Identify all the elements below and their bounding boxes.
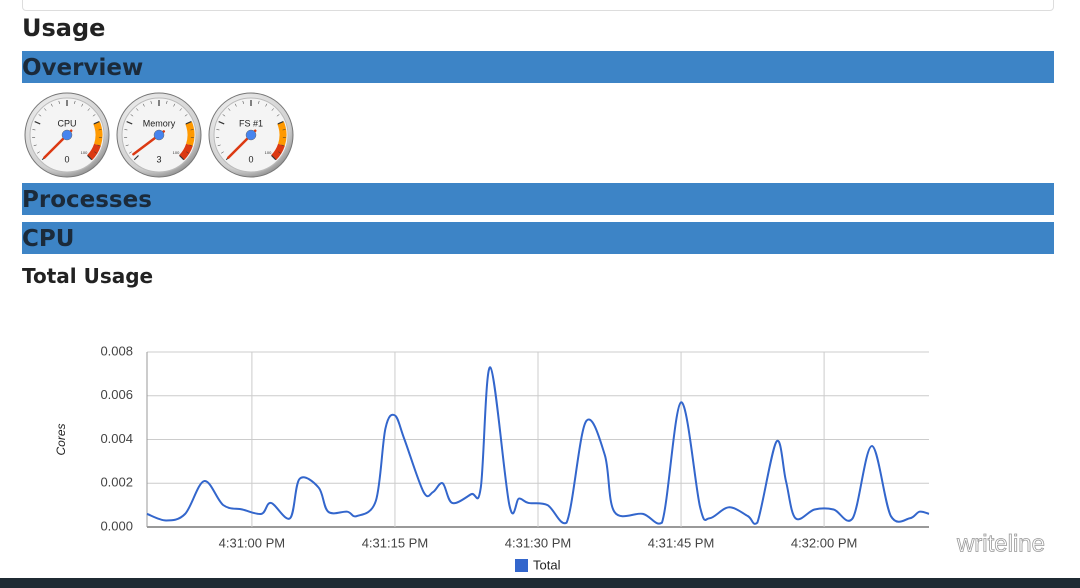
gauge-label: Memory bbox=[143, 118, 176, 128]
gauge-scale bbox=[179, 108, 182, 111]
gauge-scale bbox=[142, 103, 145, 107]
gauge-scale bbox=[136, 108, 139, 111]
gauge-value: 0 bbox=[248, 154, 253, 164]
series-line bbox=[146, 366, 930, 525]
gauge-scale bbox=[258, 100, 260, 104]
subtitle: Total Usage bbox=[22, 264, 154, 288]
gauge-value: 0 bbox=[64, 154, 69, 164]
gauge-range bbox=[277, 121, 287, 146]
gauge-label: CPU bbox=[57, 118, 76, 128]
gauge-scale bbox=[130, 114, 134, 117]
gauge-scale bbox=[234, 103, 237, 107]
gauge-scale bbox=[37, 151, 40, 154]
y-tick-label: 0.004 bbox=[100, 431, 133, 446]
gauge-scale bbox=[222, 114, 226, 117]
x-tick-label: 4:31:30 PM bbox=[505, 535, 572, 550]
gauge-scale bbox=[92, 114, 96, 117]
gauge-max: 100 bbox=[81, 150, 88, 155]
gauge-scale bbox=[221, 151, 224, 154]
gauge-scale bbox=[186, 151, 189, 154]
gauge-scale bbox=[242, 100, 244, 104]
gauge-scale bbox=[44, 108, 47, 111]
gauge-scale bbox=[271, 108, 274, 111]
x-tick-label: 4:32:00 PM bbox=[791, 535, 858, 550]
section-bar[interactable]: Processes bbox=[22, 183, 1054, 215]
section-bar[interactable]: CPU bbox=[22, 222, 1054, 254]
gauge-scale bbox=[58, 100, 60, 104]
gauge-max: 100 bbox=[265, 150, 272, 155]
gauge-scale bbox=[185, 121, 192, 125]
gauge-hub bbox=[61, 129, 73, 141]
y-tick-label: 0.008 bbox=[100, 343, 133, 358]
gauge-scale bbox=[189, 144, 193, 147]
gauge-scale bbox=[94, 151, 97, 154]
gauge-scale bbox=[150, 100, 152, 104]
gauge-scale bbox=[74, 100, 76, 104]
gauge-scale bbox=[278, 151, 281, 154]
gauge-scale bbox=[179, 155, 185, 161]
gauge-hub bbox=[245, 129, 257, 141]
page-title: Usage bbox=[22, 14, 106, 42]
gauge-scale bbox=[38, 114, 42, 117]
y-tick-label: 0.000 bbox=[100, 518, 133, 533]
gauge-max: 100 bbox=[173, 150, 180, 155]
gauge-scale bbox=[33, 144, 37, 147]
gauge-scale bbox=[265, 103, 268, 107]
gauge-scale bbox=[97, 144, 101, 147]
gauge-scale bbox=[277, 121, 284, 125]
gauge-scale bbox=[173, 103, 176, 107]
gauge-scale bbox=[133, 155, 139, 161]
gauge-scale bbox=[81, 103, 84, 107]
gauge-value: 3 bbox=[156, 154, 161, 164]
gauge-scale bbox=[228, 108, 231, 111]
x-tick-label: 4:31:45 PM bbox=[648, 535, 715, 550]
section-bar[interactable]: Overview bbox=[22, 51, 1054, 83]
gauge-scale bbox=[271, 155, 277, 161]
gauge-scale bbox=[166, 100, 168, 104]
gauge-scale bbox=[34, 121, 41, 125]
legend-label: Total bbox=[533, 557, 561, 572]
gauge-scale bbox=[184, 114, 188, 117]
legend-swatch bbox=[515, 559, 528, 572]
gauge-scale bbox=[217, 144, 221, 147]
watermark: writeline bbox=[956, 530, 1045, 557]
gauge-scale bbox=[218, 121, 225, 125]
gauge-scale bbox=[129, 151, 132, 154]
x-tick-label: 4:31:00 PM bbox=[219, 535, 286, 550]
y-tick-label: 0.002 bbox=[100, 475, 133, 490]
gauge-scale bbox=[50, 103, 53, 107]
top-panel bbox=[22, 0, 1054, 11]
x-tick-label: 4:31:15 PM bbox=[362, 535, 429, 550]
gauge-label: FS #1 bbox=[239, 118, 263, 128]
gauge-hub bbox=[153, 129, 165, 141]
y-tick-label: 0.006 bbox=[100, 387, 133, 402]
gauge-scale bbox=[276, 114, 280, 117]
gauge-range bbox=[93, 121, 103, 146]
gauge-scale bbox=[126, 121, 133, 125]
gauge-scale bbox=[87, 108, 90, 111]
gauge-scale bbox=[125, 144, 129, 147]
gauge-scale bbox=[93, 121, 100, 125]
gauge-scale bbox=[87, 155, 93, 161]
y-axis-label: Cores bbox=[54, 423, 68, 455]
gauge-range bbox=[185, 121, 195, 146]
gauge-scale bbox=[281, 144, 285, 147]
taskbar bbox=[0, 578, 1080, 588]
